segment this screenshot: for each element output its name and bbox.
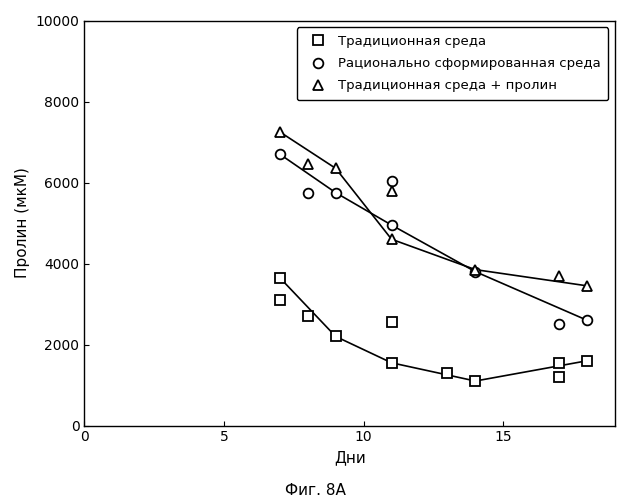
Традиционная среда <box>472 378 479 384</box>
Традиционная среда <box>556 374 563 380</box>
Рационально сформированная среда <box>472 268 479 274</box>
Рационально сформированная среда <box>556 322 563 328</box>
Традиционная среда <box>332 334 340 340</box>
Рационально сформированная среда <box>276 151 284 157</box>
Традиционная среда <box>276 297 284 303</box>
Традиционная среда + пролин <box>332 166 340 172</box>
Традиционная среда <box>387 360 395 366</box>
Line: Рационально сформированная среда: Рационально сформированная среда <box>275 150 592 329</box>
Рационально сформированная среда <box>387 222 395 228</box>
Legend: Традиционная среда, Рационально сформированная среда, Традиционная среда + проли: Традиционная среда, Рационально сформиро… <box>297 27 609 101</box>
Традиционная среда + пролин <box>304 162 311 168</box>
Рационально сформированная среда <box>387 178 395 184</box>
Традиционная среда <box>276 274 284 280</box>
Традиционная среда + пролин <box>387 188 395 194</box>
Традиционная среда + пролин <box>276 129 284 135</box>
Line: Традиционная среда: Традиционная среда <box>275 273 592 386</box>
Y-axis label: Пролин (мкМ): Пролин (мкМ) <box>15 168 30 278</box>
X-axis label: Дни: Дни <box>334 450 365 465</box>
Традиционная среда <box>304 313 311 319</box>
Традиционная среда + пролин <box>387 236 395 242</box>
Text: Фиг. 8А: Фиг. 8А <box>285 483 345 498</box>
Рационально сформированная среда <box>332 190 340 196</box>
Рационально сформированная среда <box>583 318 591 324</box>
Традиционная среда <box>556 360 563 366</box>
Традиционная среда + пролин <box>556 272 563 278</box>
Line: Традиционная среда + пролин: Традиционная среда + пролин <box>275 127 592 290</box>
Рационально сформированная среда <box>304 190 311 196</box>
Традиционная среда <box>387 320 395 326</box>
Традиционная среда + пролин <box>583 283 591 289</box>
Традиционная среда <box>583 358 591 364</box>
Традиционная среда <box>444 370 451 376</box>
Традиционная среда + пролин <box>472 266 479 272</box>
